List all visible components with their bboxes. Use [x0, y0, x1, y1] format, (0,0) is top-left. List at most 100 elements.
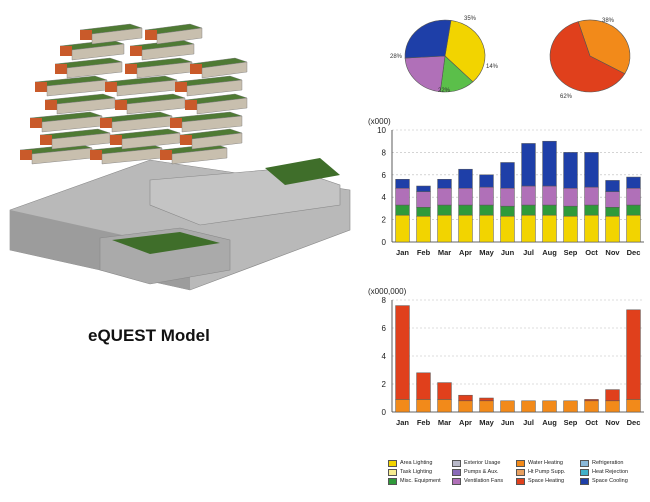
bar-segment	[395, 179, 410, 189]
bar-segment	[563, 400, 578, 413]
bar-segment	[500, 162, 515, 189]
y-tick-label: 10	[377, 126, 386, 135]
x-tick-label: Jan	[396, 248, 409, 257]
legend-label: Exterior Usage	[464, 460, 501, 466]
y-tick-label: 0	[382, 238, 387, 247]
legend-item: Ht Pump Supp.	[516, 468, 565, 476]
electricity-monthly-chart: (x000) 0 2 4 6 8 10 Jan Feb Mar Apr May Jun Jul Aug Sep…	[368, 117, 644, 257]
pie-slice	[549, 21, 626, 93]
bar-segment	[416, 207, 431, 217]
x-tick-label: May	[479, 248, 494, 257]
bar-segment	[563, 152, 578, 189]
pie-slice-label: 22%	[438, 88, 451, 94]
bar-segment	[626, 214, 641, 243]
x-tick-label: Jun	[501, 248, 515, 257]
y-tick-label: 4	[382, 193, 387, 202]
building-floor-block	[189, 57, 248, 79]
bar-segment	[563, 215, 578, 243]
x-tick-label: Sep	[564, 418, 578, 427]
legend-label: Space Heating	[528, 478, 565, 484]
y-tick-label: 6	[382, 324, 387, 333]
bar-segment	[437, 204, 452, 216]
x-tick-label: Mar	[438, 248, 451, 257]
building-floor-block	[104, 75, 178, 97]
legend-swatch	[388, 477, 397, 485]
x-tick-label: Oct	[585, 418, 598, 427]
chart-unit-title: (x000,000)	[368, 287, 407, 296]
bar-segment	[479, 186, 494, 206]
x-tick-label: May	[479, 418, 494, 427]
y-tick-label: 0	[382, 408, 387, 417]
bar-segment	[584, 152, 599, 188]
pie-slice-label: 14%	[486, 64, 499, 70]
bar-segment	[521, 214, 536, 243]
legend-item: Space Heating	[516, 477, 564, 485]
legend-item: Exterior Usage	[452, 459, 500, 467]
x-tick-label: Jul	[523, 418, 534, 427]
legend-label: Ventilation Fans	[464, 478, 504, 484]
legend-item: Misc. Equipment	[388, 477, 441, 485]
bar-segment	[542, 204, 557, 216]
building-floor-block	[114, 93, 186, 115]
legend-label: Misc. Equipment	[400, 478, 441, 484]
legend-item: Pumps & Aux.	[452, 468, 499, 476]
y-tick-label: 6	[382, 171, 387, 180]
gas-monthly-chart: (x000,000) 0 2 4 6 8 Jan Feb Mar Apr May Jun Jul Aug S…	[368, 287, 644, 427]
bar-segment	[416, 215, 431, 243]
building-floor-block	[54, 57, 123, 79]
legend-item: Water Heating	[516, 459, 563, 467]
bar-segment	[521, 185, 536, 206]
y-tick-label: 8	[382, 296, 387, 305]
legend-label: Task Lighting	[400, 469, 433, 475]
x-tick-label: Sep	[564, 248, 578, 257]
bar-segment	[416, 372, 431, 400]
legend-label: Pumps & Aux.	[464, 469, 499, 475]
bar-segment	[437, 179, 452, 189]
bar-segment	[521, 204, 536, 216]
legend-swatch	[580, 468, 589, 476]
legend-item: Heat Rejection	[580, 468, 628, 476]
legend-swatch	[516, 459, 525, 467]
bar-segment	[458, 168, 473, 189]
legend-swatch	[388, 468, 397, 476]
bar-segment	[584, 186, 599, 206]
building-floor-block	[179, 128, 243, 150]
legend-swatch	[452, 459, 461, 467]
bar-segment	[458, 187, 473, 206]
building-floor-block	[144, 23, 203, 45]
bar-segment	[416, 399, 431, 413]
bar-segment	[395, 204, 410, 216]
building-model-image	[9, 23, 351, 291]
x-tick-label: Mar	[438, 418, 451, 427]
pie-slice-label: 38%	[602, 18, 615, 24]
bar-segment	[500, 187, 515, 207]
bar-segment	[416, 191, 431, 208]
bar-segment	[479, 174, 494, 188]
bar-segment	[605, 180, 620, 192]
legend-label: Space Cooling	[592, 478, 628, 484]
pie-slice-label: 62%	[560, 94, 573, 100]
bar-segment	[584, 204, 599, 216]
x-tick-label: Dec	[627, 418, 641, 427]
bar-segment	[626, 204, 641, 216]
model-caption: eQUEST Model	[88, 326, 210, 345]
bar-segment	[605, 400, 620, 413]
x-tick-label: Aug	[542, 418, 557, 427]
building-floor-block	[174, 75, 243, 97]
building-floor-block	[99, 111, 173, 133]
end-use-legend: Area Lighting Task Lighting Misc. Equipmen…	[388, 455, 650, 497]
bar-segment	[458, 400, 473, 413]
bar-segment	[584, 214, 599, 243]
x-tick-label: Feb	[417, 248, 431, 257]
bar-segment	[395, 305, 410, 400]
y-tick-label: 4	[382, 352, 387, 361]
bar-segment	[437, 382, 452, 400]
x-tick-label: Nov	[605, 418, 620, 427]
bar-segment	[437, 187, 452, 206]
pie-slice-label: 28%	[390, 54, 403, 60]
bar-segment	[479, 400, 494, 413]
bar-segment	[458, 394, 473, 402]
bar-segment	[416, 185, 431, 192]
building-floor-block	[109, 128, 181, 150]
bar-segment	[479, 397, 494, 402]
